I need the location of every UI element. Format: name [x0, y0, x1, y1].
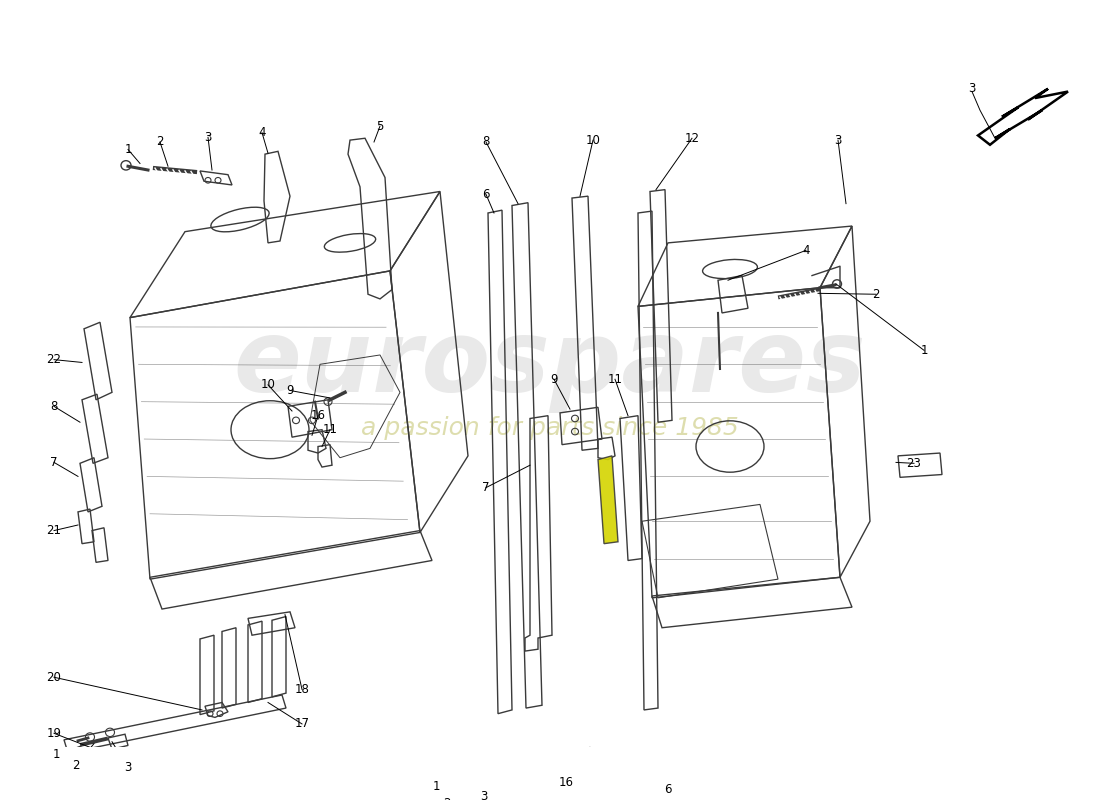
Text: 19: 19: [46, 726, 62, 740]
Text: 1: 1: [921, 344, 927, 357]
Text: 10: 10: [585, 134, 601, 146]
Text: 12: 12: [684, 132, 700, 145]
Text: 2: 2: [872, 288, 880, 301]
Text: 3: 3: [481, 790, 487, 800]
Text: 10: 10: [261, 378, 275, 391]
Text: 23: 23: [906, 457, 922, 470]
Text: 2: 2: [443, 797, 451, 800]
Text: a passion for parts since 1985: a passion for parts since 1985: [361, 416, 739, 440]
Text: 3: 3: [968, 82, 976, 95]
Text: 7: 7: [482, 481, 490, 494]
Text: 3: 3: [205, 131, 211, 144]
Text: 11: 11: [607, 373, 623, 386]
Text: 2: 2: [156, 135, 164, 149]
Polygon shape: [598, 456, 618, 544]
Text: 2: 2: [73, 759, 79, 773]
Text: 3: 3: [124, 762, 132, 774]
Text: 11: 11: [322, 423, 338, 436]
Text: 1: 1: [124, 143, 132, 156]
Text: 4: 4: [258, 126, 266, 139]
Text: 21: 21: [46, 524, 62, 537]
Text: 3: 3: [834, 134, 842, 146]
Text: 1: 1: [53, 748, 59, 762]
Text: 16: 16: [310, 409, 326, 422]
Text: eurospares: eurospares: [233, 316, 867, 413]
Text: 7: 7: [51, 456, 57, 469]
Text: 1: 1: [432, 780, 440, 793]
Text: 16: 16: [559, 776, 573, 790]
Text: 6: 6: [482, 188, 490, 201]
Text: 20: 20: [46, 670, 62, 684]
Text: 6: 6: [664, 783, 672, 796]
Text: 18: 18: [295, 683, 309, 696]
Text: 9: 9: [286, 384, 294, 397]
Text: 4: 4: [802, 244, 810, 257]
Text: 17: 17: [295, 718, 309, 730]
Text: 8: 8: [482, 135, 490, 149]
Text: 9: 9: [550, 373, 558, 386]
Text: 22: 22: [46, 353, 62, 366]
Text: 5: 5: [376, 120, 384, 133]
Text: 8: 8: [51, 400, 57, 413]
